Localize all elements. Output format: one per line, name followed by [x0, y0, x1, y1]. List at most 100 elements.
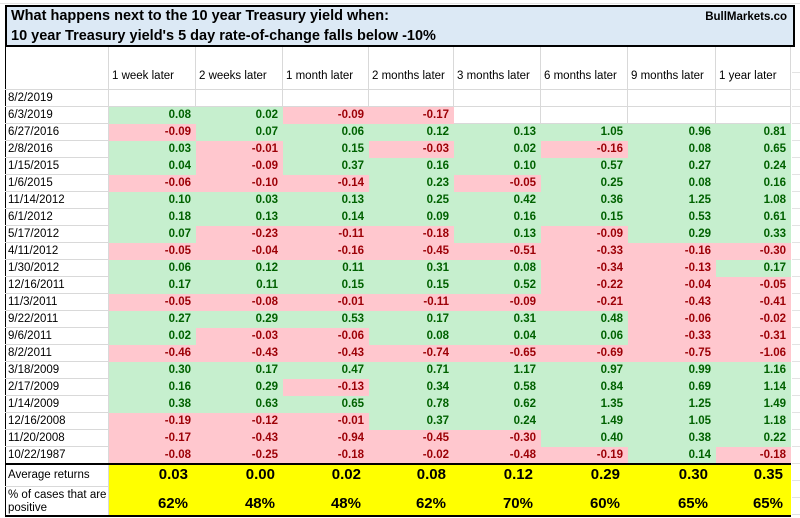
value-cell: -0.16: [282, 242, 369, 260]
value-cell: -0.19: [108, 412, 196, 430]
value-cell: 0.97: [540, 361, 628, 379]
value-cell: 0.16: [108, 378, 196, 396]
value-cell: -0.01: [282, 412, 369, 430]
corner-cell: [5, 47, 109, 90]
value-cell: -0.13: [282, 378, 369, 396]
title-line-2: 10 year Treasury yield's 5 day rate-of-c…: [11, 27, 787, 46]
value-cell: -0.10: [195, 174, 283, 192]
date-cell: 2/17/2009: [5, 378, 109, 396]
value-cell: -0.22: [540, 276, 628, 294]
value-cell: 0.15: [282, 140, 369, 158]
value-cell: 0.37: [282, 157, 369, 175]
value-cell: -0.46: [108, 344, 196, 362]
value-cell: 0.10: [108, 191, 196, 209]
value-cell: 1.14: [715, 378, 791, 396]
value-cell: 0.84: [540, 378, 628, 396]
column-header: 6 months later: [540, 47, 628, 90]
value-cell: -0.18: [368, 225, 454, 243]
date-cell: 2/8/2016: [5, 140, 109, 158]
value-cell: 1.18: [715, 412, 791, 430]
value-cell: -0.08: [195, 293, 283, 311]
value-cell: 0.07: [108, 225, 196, 243]
table-row: 6/27/2016 -0.09 0.07 0.06 0.12 0.13 1.05 0.96 0.…: [5, 123, 791, 141]
value-cell: -0.05: [453, 174, 541, 192]
value-cell: 1.08: [715, 191, 791, 209]
value-cell: -0.14: [282, 174, 369, 192]
value-cell: 0.52: [453, 276, 541, 294]
value-cell: 0.30: [108, 361, 196, 379]
value-cell: 0.08: [627, 140, 716, 158]
value-cell: 0.16: [368, 157, 454, 175]
value-cell: [195, 89, 283, 107]
value-cell: 0.65: [282, 395, 369, 413]
value-cell: 0.58: [453, 378, 541, 396]
table-row: 5/17/2012 0.07 -0.23 -0.11 -0.18 0.13 -0.09 0.2…: [5, 225, 791, 243]
value-cell: -0.25: [195, 446, 283, 464]
value-cell: 0.02: [453, 140, 541, 158]
value-cell: 0.63: [195, 395, 283, 413]
table-row: 11/20/2008 -0.17 -0.43 -0.94 -0.45 -0.30 0.40 0…: [5, 429, 791, 447]
average-value-cell: 0.35: [715, 462, 791, 487]
value-cell: 1.16: [715, 361, 791, 379]
value-cell: -0.01: [195, 140, 283, 158]
date-cell: 1/6/2015: [5, 174, 109, 192]
value-cell: 0.16: [453, 208, 541, 226]
pct-value-cell: 48%: [195, 486, 283, 517]
value-cell: -0.30: [715, 242, 791, 260]
value-cell: -0.13: [627, 259, 716, 277]
table-row: 3/18/2009 0.30 0.17 0.47 0.71 1.17 0.97 0.99 1.1…: [5, 361, 791, 379]
average-value-cell: 0.00: [195, 462, 283, 487]
average-value-cell: 0.03: [108, 462, 196, 487]
date-cell: 10/22/1987: [5, 446, 109, 464]
value-cell: -0.30: [453, 429, 541, 447]
date-cell: 8/2/2019: [5, 89, 109, 107]
value-cell: 0.08: [108, 106, 196, 124]
value-cell: 0.14: [282, 208, 369, 226]
value-cell: 1.17: [453, 361, 541, 379]
table-row: 6/1/2012 0.18 0.13 0.14 0.09 0.16 0.15 0.53 0.61: [5, 208, 791, 226]
value-cell: 0.31: [453, 310, 541, 328]
table-row: 1/14/2009 0.38 0.63 0.65 0.78 0.62 1.35 1.25 1.4…: [5, 395, 791, 413]
date-cell: 3/18/2009: [5, 361, 109, 379]
title-box: What happens next to the 10 year Treasur…: [5, 5, 795, 47]
column-header: 3 months later: [453, 47, 541, 90]
date-cell: 6/27/2016: [5, 123, 109, 141]
value-cell: 0.06: [282, 123, 369, 141]
value-cell: -0.06: [627, 310, 716, 328]
value-cell: -0.11: [368, 293, 454, 311]
date-cell: 11/14/2012: [5, 191, 109, 209]
value-cell: 0.13: [453, 123, 541, 141]
value-cell: 0.08: [368, 327, 454, 345]
average-value-cell: 0.30: [627, 462, 716, 487]
value-cell: -0.03: [368, 140, 454, 158]
page-title-line1: What happens next to the 10 year Treasur…: [11, 8, 389, 24]
average-value-cell: 0.02: [282, 462, 369, 487]
column-header: 1 month later: [282, 47, 369, 90]
pct-value-cell: 48%: [282, 486, 369, 517]
value-cell: 0.13: [282, 191, 369, 209]
date-cell: 12/16/2008: [5, 412, 109, 430]
value-cell: 1.49: [715, 395, 791, 413]
table-row: 8/2/2019: [5, 89, 791, 107]
value-cell: 1.25: [627, 395, 716, 413]
value-cell: 0.53: [627, 208, 716, 226]
pct-value-cell: 70%: [453, 486, 541, 517]
value-cell: -0.12: [195, 412, 283, 430]
value-cell: -0.31: [715, 327, 791, 345]
pct-value-cell: 60%: [540, 486, 628, 517]
pct-value-cell: 62%: [108, 486, 196, 517]
value-cell: -0.01: [282, 293, 369, 311]
value-cell: 0.13: [453, 225, 541, 243]
value-cell: 0.17: [368, 310, 454, 328]
value-cell: 0.27: [627, 157, 716, 175]
table-row: 12/16/2011 0.17 0.11 0.15 0.15 0.52 -0.22 -0.04…: [5, 276, 791, 294]
value-cell: 1.25: [627, 191, 716, 209]
value-cell: -0.45: [368, 429, 454, 447]
value-cell: -0.69: [540, 344, 628, 362]
value-cell: -0.05: [108, 242, 196, 260]
value-cell: [715, 89, 791, 107]
date-cell: 9/22/2011: [5, 310, 109, 328]
value-cell: -0.04: [627, 276, 716, 294]
value-cell: 0.24: [453, 412, 541, 430]
